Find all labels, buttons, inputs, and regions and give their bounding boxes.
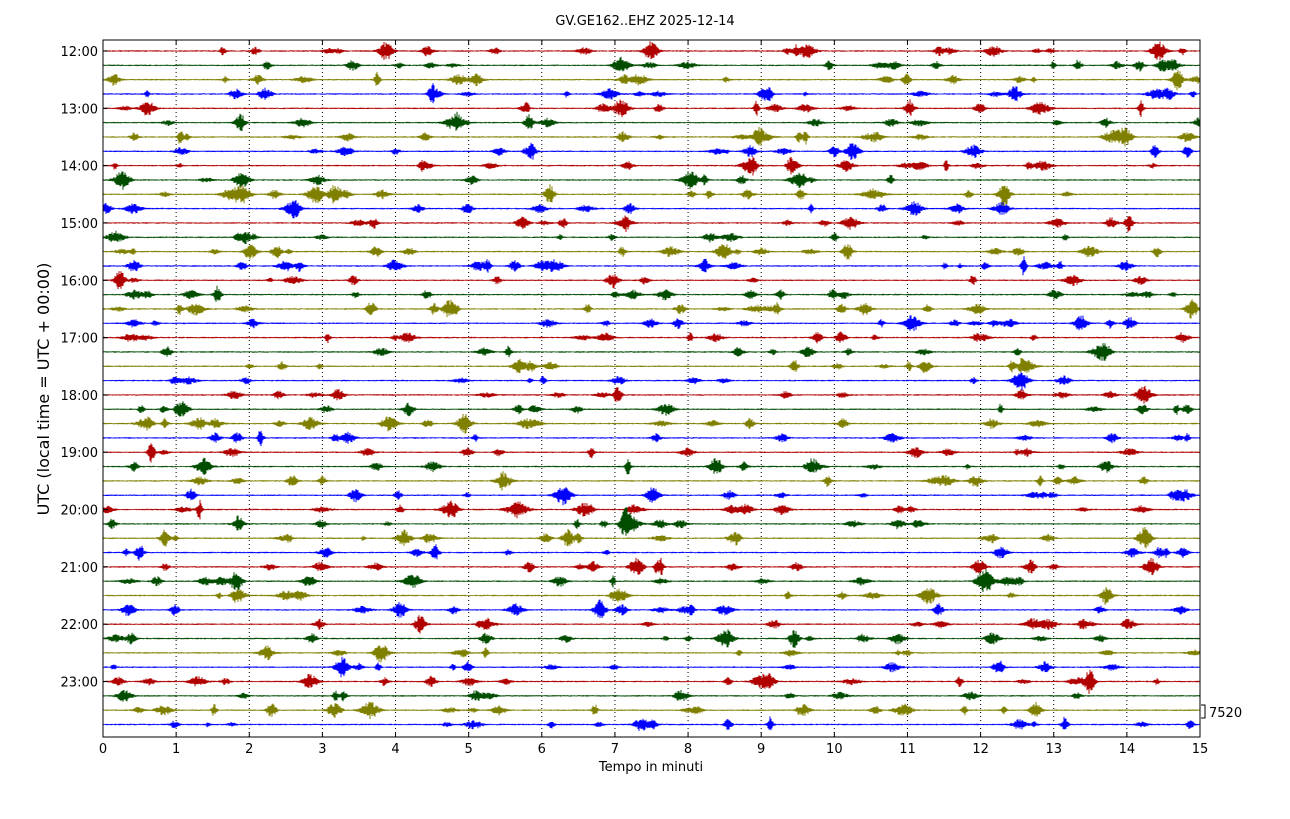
trace-line <box>102 111 1201 131</box>
chart-title: GV.GE162..EHZ 2025-12-14 <box>555 14 734 29</box>
vertical-grid <box>175 40 1128 737</box>
trace-line <box>102 544 1201 561</box>
trace-line <box>102 184 1201 207</box>
y-tick-label: 12:00 <box>61 45 98 60</box>
x-tick-label: 2 <box>245 742 253 757</box>
y-tick-label: 13:00 <box>61 102 98 117</box>
trace-line <box>102 587 1201 605</box>
scale-bar: 7520 <box>1201 704 1242 721</box>
x-axis-label: Tempo in minuti <box>598 760 703 775</box>
x-tick-label: 3 <box>318 742 326 757</box>
trace-line <box>102 215 1201 233</box>
trace-line <box>102 615 1201 634</box>
trace-line <box>102 230 1201 244</box>
x-tick-label: 8 <box>684 742 692 757</box>
trace-line <box>102 401 1201 417</box>
trace-line <box>102 689 1201 702</box>
trace-line <box>102 99 1201 118</box>
x-tick-label: 14 <box>1119 742 1136 757</box>
x-tick-label: 4 <box>391 742 399 757</box>
trace-line <box>102 457 1201 475</box>
y-tick-label: 19:00 <box>61 446 98 461</box>
trace-line <box>102 443 1201 463</box>
y-axis: 12:00 13:00 14:00 15:00 16:00 17:00 18:00 19:00… <box>61 45 108 691</box>
trace-line <box>102 569 1201 593</box>
trace-line <box>102 557 1201 576</box>
trace-line <box>102 645 1201 663</box>
trace-line <box>102 507 1201 536</box>
trace-line <box>102 299 1201 319</box>
plot-frame <box>102 39 1201 738</box>
y-axis-label: UTC (local time = UTC + 00:00) <box>34 263 53 516</box>
trace-line <box>102 430 1201 447</box>
y-tick-label: 21:00 <box>61 561 98 576</box>
y-tick-label: 22:00 <box>61 618 98 633</box>
trace-line <box>102 126 1201 147</box>
trace-line <box>102 629 1201 648</box>
x-tick-label: 11 <box>899 742 916 757</box>
y-tick-label: 15:00 <box>61 217 98 232</box>
trace-line <box>102 499 1201 520</box>
x-tick-label: 0 <box>99 742 107 757</box>
x-tick-label: 9 <box>757 742 765 757</box>
x-tick-label: 6 <box>538 742 546 757</box>
trace-line <box>102 599 1201 618</box>
seismic-traces <box>102 41 1201 731</box>
trace-line <box>102 70 1201 91</box>
trace-line <box>102 315 1201 331</box>
trace-line <box>102 156 1201 176</box>
x-tick-label: 1 <box>172 742 180 757</box>
trace-line <box>102 343 1201 361</box>
trace-line <box>102 285 1201 302</box>
x-axis: 0 1 2 3 4 5 6 7 8 9 10 11 12 13 14 15 <box>99 40 1208 757</box>
trace-line <box>102 271 1201 290</box>
x-tick-label: 7 <box>611 742 619 757</box>
trace-line <box>102 414 1201 434</box>
y-tick-label: 17:00 <box>61 332 98 347</box>
trace-line <box>102 385 1201 404</box>
y-tick-label: 16:00 <box>61 274 98 289</box>
trace-line <box>102 142 1201 160</box>
trace-line <box>102 487 1201 506</box>
trace-line <box>102 83 1201 104</box>
trace-line <box>102 256 1201 276</box>
trace-line <box>102 244 1201 260</box>
x-tick-label: 10 <box>826 742 843 757</box>
trace-line <box>102 200 1201 219</box>
trace-line <box>102 357 1201 375</box>
x-tick-label: 15 <box>1192 742 1209 757</box>
trace-line <box>102 331 1201 344</box>
y-tick-label: 14:00 <box>61 160 98 175</box>
x-tick-label: 13 <box>1045 742 1062 757</box>
y-tick-label: 23:00 <box>61 676 98 691</box>
trace-line <box>102 41 1201 61</box>
trace-line <box>102 701 1201 719</box>
trace-line <box>102 372 1201 391</box>
scale-label: 7520 <box>1209 706 1242 721</box>
x-tick-label: 12 <box>972 742 989 757</box>
trace-line <box>102 527 1201 549</box>
trace-line <box>102 716 1201 731</box>
x-tick-label: 5 <box>465 742 473 757</box>
y-tick-label: 20:00 <box>61 504 98 519</box>
trace-line <box>102 171 1201 190</box>
trace-line <box>102 669 1201 694</box>
y-tick-label: 18:00 <box>61 389 98 404</box>
